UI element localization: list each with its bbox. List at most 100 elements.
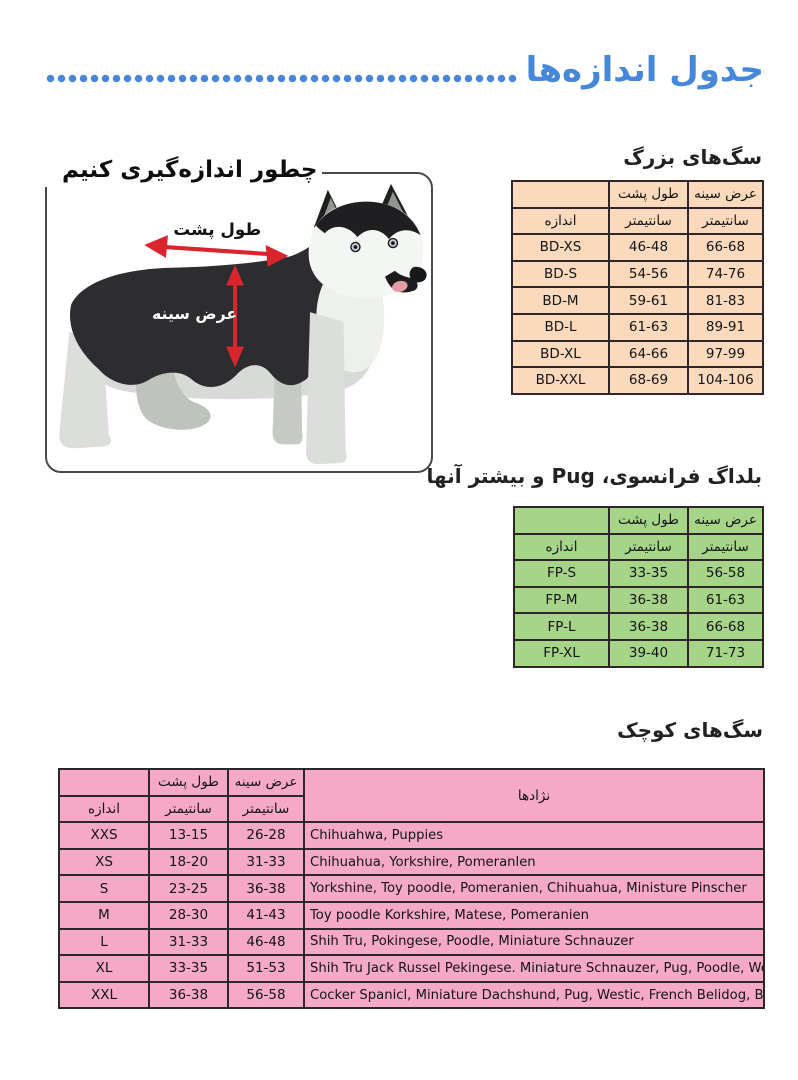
cell-chest: 66-68 [687, 233, 764, 262]
cell-breeds: Shih Tru Jack Russel Pekingese. Miniatur… [303, 954, 765, 983]
cell-size: BD-L [511, 312, 610, 342]
small-dogs-heading: سگ‌های کوچک [617, 718, 763, 742]
big-dogs-heading: سگ‌های بزرگ [623, 145, 762, 169]
dotted-leader-line [45, 74, 520, 83]
table-row: FP-S 33-35 56-58 [513, 559, 764, 588]
header-row: طول پشت عرض سینه نژادها [58, 767, 765, 824]
cell-back: 23-25 [148, 874, 229, 903]
cell-size: BD-XL [511, 339, 610, 369]
dog-head-cap [315, 201, 421, 240]
cell-back: 61-63 [608, 312, 689, 342]
dog-right-pupil [391, 241, 395, 245]
cell-chest: 31-33 [227, 847, 305, 877]
col-size: اندازه [513, 532, 610, 562]
cell-back: 33-35 [148, 954, 229, 983]
cell-back: 36-38 [608, 585, 689, 615]
cell-back: 36-38 [148, 980, 229, 1010]
col-chest-width: عرض سینه [687, 180, 764, 209]
cell-size: L [58, 927, 150, 957]
cell-breeds: Shih Tru, Pokingese, Poodle, Miniature S… [303, 927, 765, 957]
cell-size: BD-M [511, 286, 610, 315]
col-chest-width: عرض سینه [687, 506, 764, 535]
col-back-length: طول پشت [608, 180, 689, 209]
col-unit: سانتیمتر [687, 206, 764, 236]
cell-chest: 51-53 [227, 954, 305, 983]
back-length-label: طول پشت [173, 219, 261, 240]
french-bulldog-table: طول پشت عرض سینه اندازه سانتیمتر سانتیمت… [513, 506, 764, 668]
table-row: XXL 36-38 56-58 Cocker Spanicl, Miniature D… [58, 980, 765, 1010]
cell-chest: 81-83 [687, 286, 764, 315]
table-row: XS 18-20 31-33 Chihuahua, Yorkshire, Pomera… [58, 847, 765, 877]
col-unit: سانتیمتر [687, 532, 764, 562]
dog-left-pupil [353, 245, 358, 249]
measure-guide-box: چطور اندازه‌گیری کنیم [44, 157, 433, 473]
col-back-length: طول پشت [608, 506, 689, 535]
cell-chest: 71-73 [687, 638, 764, 668]
cell-size: BD-S [511, 259, 610, 289]
cell-back: 39-40 [608, 638, 689, 668]
cell-chest: 41-43 [227, 900, 305, 930]
col-size: اندازه [511, 206, 610, 236]
table-row: M 28-30 41-43 Toy poodle Korkshire, Matese,… [58, 900, 765, 930]
cell-chest: 46-48 [227, 927, 305, 957]
col-unit: سانتیمتر [148, 794, 229, 824]
cell-chest: 26-28 [227, 821, 305, 850]
header-row: طول پشت عرض سینه [513, 506, 764, 535]
empty-cell [58, 768, 150, 797]
table-row: S 23-25 36-38 Yorkshine, Toy poodle, Pomera… [58, 874, 765, 903]
dog-tongue [392, 280, 408, 293]
cell-chest: 61-63 [687, 585, 764, 615]
cell-back: 13-15 [148, 821, 229, 850]
cell-size: XL [58, 954, 150, 983]
cell-size: FP-S [513, 559, 610, 588]
cell-size: BD-XS [511, 233, 610, 262]
header-row: اندازه سانتیمتر سانتیمتر [58, 794, 764, 824]
table-row: FP-L 36-38 66-68 [513, 612, 764, 641]
cell-back: 33-35 [608, 559, 689, 588]
cell-size: FP-XL [513, 638, 610, 668]
table-row: BD-XL 64-66 97-99 [511, 339, 764, 369]
table-row: FP-M 36-38 61-63 [513, 585, 764, 615]
back-length-arrow [144, 235, 289, 267]
cell-breeds: Chihuahwa, Puppies [303, 821, 765, 850]
col-size: اندازه [58, 794, 150, 824]
cell-size: BD-XXL [511, 366, 610, 395]
table-row: L 31-33 46-48 Shih Tru, Pokingese, Poodle, … [58, 927, 765, 957]
table-row: BD-L 61-63 89-91 [511, 312, 764, 342]
table-row: BD-XXL 68-69 104-106 [511, 366, 764, 395]
cell-size: XXS [58, 821, 150, 850]
cell-back: 46-48 [608, 233, 689, 262]
chest-width-arrow [226, 264, 244, 368]
table-row: BD-S 54-56 74-76 [511, 259, 764, 289]
french-bulldog-heading: بلداگ فرانسوی، Pug و بیشتر آنها [426, 464, 762, 488]
cell-chest: 56-58 [687, 559, 764, 588]
cell-chest: 66-68 [687, 612, 764, 641]
cell-chest: 104-106 [687, 366, 764, 395]
cell-breeds: Cocker Spanicl, Miniature Dachshund, Pug… [303, 980, 765, 1010]
cell-chest: 36-38 [227, 874, 305, 903]
header-row: اندازه سانتیمتر سانتیمتر [513, 532, 764, 562]
cell-size: FP-L [513, 612, 610, 641]
table-row: BD-M 59-61 81-83 [511, 286, 764, 315]
table-row: BD-XS 46-48 66-68 [511, 233, 764, 262]
empty-cell [511, 180, 610, 209]
cell-chest: 97-99 [687, 339, 764, 369]
cell-size: M [58, 900, 150, 930]
table-row: XL 33-35 51-53 Shih Tru Jack Russel Pekinge… [58, 954, 765, 983]
table-row: FP-XL 39-40 71-73 [513, 638, 764, 668]
cell-back: 18-20 [148, 847, 229, 877]
cell-back: 36-38 [608, 612, 689, 641]
page-title: جدول اندازه‌ها [525, 49, 764, 90]
cell-back: 54-56 [608, 259, 689, 289]
col-unit: سانتیمتر [227, 794, 305, 824]
col-unit: سانتیمتر [608, 532, 689, 562]
cell-breeds: Chihuahua, Yorkshire, Pomeranlen [303, 847, 765, 877]
cell-size: S [58, 874, 150, 903]
cell-back: 28-30 [148, 900, 229, 930]
big-dogs-table: طول پشت عرض سینه اندازه سانتیمتر سانتیمت… [511, 180, 764, 395]
col-breeds: نژادها [303, 767, 765, 824]
dog-near-front-leg [306, 312, 347, 465]
header-row: اندازه سانتیمتر سانتیمتر [511, 206, 764, 236]
cell-breeds: Yorkshine, Toy poodle, Pomeranien, Chihu… [303, 874, 765, 903]
